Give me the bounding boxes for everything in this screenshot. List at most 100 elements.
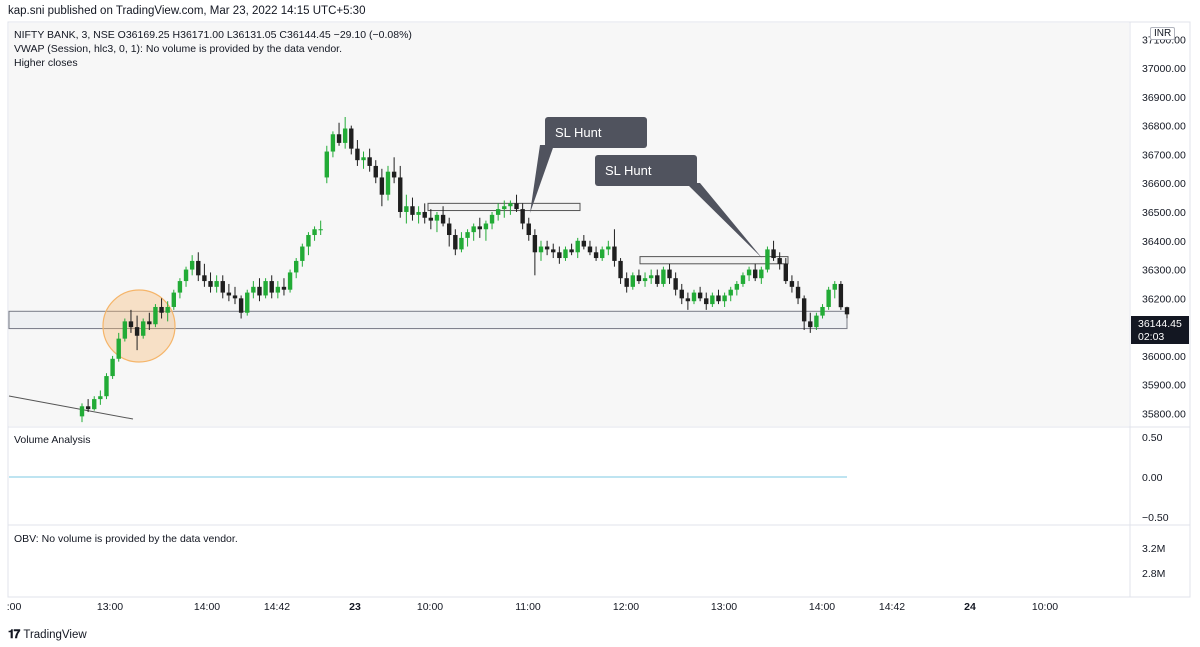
candle-body — [716, 295, 721, 302]
price-tick-label: 36200.00 — [1142, 293, 1186, 305]
volume-tick-label: 0.50 — [1142, 432, 1163, 444]
legend-study-line: Higher closes — [14, 57, 78, 69]
trend-line — [8, 395, 134, 420]
candle-body — [544, 246, 550, 250]
last-price-countdown: 02:03 — [1138, 331, 1165, 343]
time-tick-label: :00 — [7, 601, 22, 613]
candle-body — [440, 214, 446, 224]
candle-body — [434, 214, 440, 221]
time-tick-label: 14:42 — [264, 601, 290, 613]
candle-body — [324, 151, 329, 178]
candle-body — [171, 292, 176, 307]
candle-body — [710, 295, 715, 305]
candle-body — [141, 321, 146, 336]
candle-body — [306, 235, 311, 247]
price-pane — [8, 23, 1129, 426]
support-zone — [8, 310, 848, 330]
candle-body — [685, 298, 691, 302]
time-tick-label: 23 — [349, 601, 361, 613]
candle-body — [122, 321, 128, 339]
legend-vwap-line: VWAP (Session, hlc3, 0, 1): No volume is… — [14, 43, 343, 55]
candle-body — [379, 177, 385, 195]
tradingview-logo-icon: 𝟏𝟕 — [8, 627, 20, 641]
candle-body — [416, 211, 421, 215]
candle-body — [704, 298, 709, 305]
currency-badge[interactable]: INR — [1150, 27, 1176, 40]
candle-body — [471, 226, 476, 233]
candle-body — [526, 223, 531, 236]
candle-body — [838, 283, 844, 308]
candle-body — [551, 249, 556, 253]
candle-body — [92, 399, 97, 410]
candle-body — [624, 278, 629, 287]
candle-body — [746, 269, 752, 276]
candle-body — [661, 269, 666, 284]
candle-body — [581, 240, 587, 247]
candle-body — [404, 206, 409, 212]
candle-body — [398, 177, 403, 212]
candle-body — [453, 235, 458, 250]
candle-body — [318, 229, 323, 231]
candle-body — [777, 258, 782, 264]
candle-body — [232, 295, 238, 299]
price-tick-label: 35800.00 — [1142, 408, 1186, 420]
candle-body — [612, 246, 617, 261]
candle-body — [300, 246, 305, 261]
candle-body — [263, 281, 268, 296]
candle-body — [563, 249, 568, 259]
candle-body — [361, 157, 366, 161]
callout-2-pointer — [686, 183, 762, 258]
candle-body — [459, 237, 464, 250]
candle-body — [202, 275, 207, 282]
candle-body — [104, 376, 109, 397]
candle-body — [667, 269, 672, 279]
candle-body — [165, 306, 170, 313]
candle-body — [477, 226, 482, 230]
candle-body — [765, 249, 770, 270]
highlight-circle — [102, 289, 176, 363]
time-tick-label: 13:00 — [97, 601, 123, 613]
candle-body — [728, 289, 733, 296]
obv-tick-label: 3.2M — [1142, 543, 1165, 555]
candle-body — [801, 298, 807, 322]
candle-body — [220, 281, 225, 293]
obv-pane-label: OBV: No volume is provided by the data v… — [14, 533, 238, 545]
candle-body — [226, 292, 232, 296]
candle-body — [569, 249, 574, 253]
price-tick-label: 35900.00 — [1142, 380, 1186, 392]
candle-body — [196, 260, 201, 276]
candle-body — [538, 246, 544, 253]
candle-body — [618, 260, 623, 279]
candle-body — [789, 281, 795, 287]
candle-body — [208, 281, 213, 287]
candle-body — [159, 306, 164, 313]
candle-body — [630, 275, 635, 287]
candle-body — [795, 286, 801, 299]
candle-body — [606, 246, 611, 250]
volume-pane: 0.50 0.00 −0.50 — [9, 432, 1169, 524]
candle-body — [391, 171, 397, 178]
candle-body — [679, 289, 684, 299]
candle-body — [691, 292, 697, 302]
candle-body — [330, 134, 336, 152]
candle-body — [771, 249, 776, 259]
callout-1-pointer — [530, 145, 554, 213]
footer: 𝟏𝟕 TradingView — [8, 627, 87, 642]
candle-body — [147, 321, 152, 325]
sl-hunt-callout-1: SL Hunt — [545, 117, 647, 148]
candle-body — [128, 321, 134, 328]
candle-body — [428, 217, 434, 221]
candle-body — [820, 306, 825, 316]
candle-body — [251, 286, 256, 293]
time-tick-label: 10:00 — [417, 601, 443, 613]
candle-body — [177, 281, 183, 293]
candle-body — [465, 232, 470, 238]
price-tick-label: 37000.00 — [1142, 63, 1186, 75]
candle-body — [269, 281, 274, 293]
time-tick-label: 14:00 — [809, 601, 835, 613]
candle-body — [257, 286, 262, 296]
obv-pane: 3.2M 2.8M — [1142, 543, 1165, 580]
chart-border — [7, 21, 1191, 598]
candle-body — [648, 275, 654, 279]
